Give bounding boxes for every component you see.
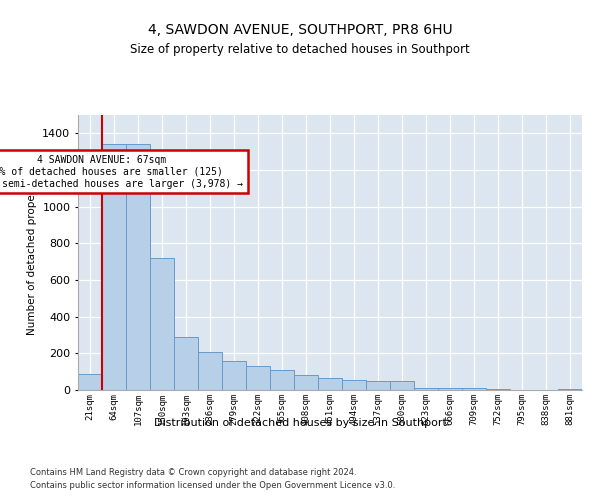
- Text: Distribution of detached houses by size in Southport: Distribution of detached houses by size …: [154, 418, 446, 428]
- Text: Size of property relative to detached houses in Southport: Size of property relative to detached ho…: [130, 42, 470, 56]
- Bar: [198, 352, 222, 390]
- Text: 4 SAWDON AVENUE: 67sqm
← 3% of detached houses are smaller (125)
97% of semi-det: 4 SAWDON AVENUE: 67sqm ← 3% of detached …: [0, 156, 243, 188]
- Bar: [102, 144, 126, 390]
- Bar: [270, 370, 294, 390]
- Text: Contains public sector information licensed under the Open Government Licence v3: Contains public sector information licen…: [30, 482, 395, 490]
- Bar: [174, 337, 198, 390]
- Bar: [318, 378, 342, 390]
- Bar: [246, 366, 270, 390]
- Bar: [462, 388, 486, 390]
- Bar: [414, 388, 438, 390]
- Text: 4, SAWDON AVENUE, SOUTHPORT, PR8 6HU: 4, SAWDON AVENUE, SOUTHPORT, PR8 6HU: [148, 22, 452, 36]
- Bar: [342, 380, 366, 390]
- Bar: [150, 258, 174, 390]
- Bar: [390, 381, 414, 390]
- Text: Contains HM Land Registry data © Crown copyright and database right 2024.: Contains HM Land Registry data © Crown c…: [30, 468, 356, 477]
- Bar: [294, 376, 318, 390]
- Bar: [486, 389, 510, 390]
- Bar: [438, 388, 462, 390]
- Bar: [78, 374, 102, 390]
- Bar: [222, 360, 246, 390]
- Bar: [126, 144, 150, 390]
- Bar: [558, 389, 582, 390]
- Bar: [366, 381, 390, 390]
- Y-axis label: Number of detached properties: Number of detached properties: [26, 170, 37, 334]
